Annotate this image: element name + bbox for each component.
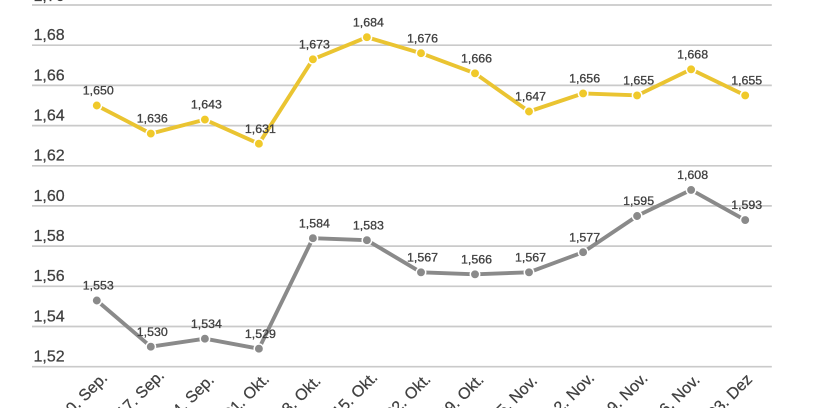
svg-text:1,56: 1,56 [34, 268, 65, 285]
svg-text:1,66: 1,66 [34, 67, 65, 84]
svg-text:1,666: 1,666 [461, 51, 492, 65]
svg-text:1,636: 1,636 [137, 112, 168, 126]
svg-text:1,60: 1,60 [34, 188, 65, 205]
svg-text:1,534: 1,534 [191, 317, 222, 331]
svg-text:1,650: 1,650 [83, 84, 114, 98]
svg-text:1,54: 1,54 [34, 308, 65, 325]
svg-text:1,530: 1,530 [137, 325, 168, 339]
svg-text:1,58: 1,58 [34, 228, 65, 245]
svg-text:1,593: 1,593 [731, 198, 762, 212]
svg-text:1,631: 1,631 [245, 122, 276, 136]
svg-text:1,668: 1,668 [677, 47, 708, 61]
svg-text:1,577: 1,577 [569, 230, 600, 244]
svg-text:1,64: 1,64 [34, 108, 65, 125]
svg-text:1,595: 1,595 [623, 194, 654, 208]
svg-text:1,529: 1,529 [245, 327, 276, 341]
svg-text:1,643: 1,643 [191, 98, 222, 112]
svg-text:1,656: 1,656 [569, 72, 600, 86]
svg-text:1,655: 1,655 [623, 74, 654, 88]
svg-text:1,647: 1,647 [515, 90, 546, 104]
svg-text:1,584: 1,584 [299, 216, 330, 230]
svg-text:1,567: 1,567 [515, 250, 546, 264]
svg-text:1,68: 1,68 [34, 27, 65, 44]
svg-text:1,655: 1,655 [731, 74, 762, 88]
svg-text:1,673: 1,673 [299, 37, 330, 51]
svg-text:1,676: 1,676 [407, 31, 438, 45]
svg-text:1,583: 1,583 [353, 218, 384, 232]
svg-text:1,52: 1,52 [34, 349, 65, 366]
svg-text:1,553: 1,553 [83, 279, 114, 293]
svg-text:1,62: 1,62 [34, 148, 65, 165]
svg-text:1,684: 1,684 [353, 15, 384, 29]
svg-text:1,608: 1,608 [677, 168, 708, 182]
svg-text:1,566: 1,566 [461, 252, 492, 266]
svg-text:1,70: 1,70 [34, 0, 65, 5]
svg-text:1,567: 1,567 [407, 250, 438, 264]
